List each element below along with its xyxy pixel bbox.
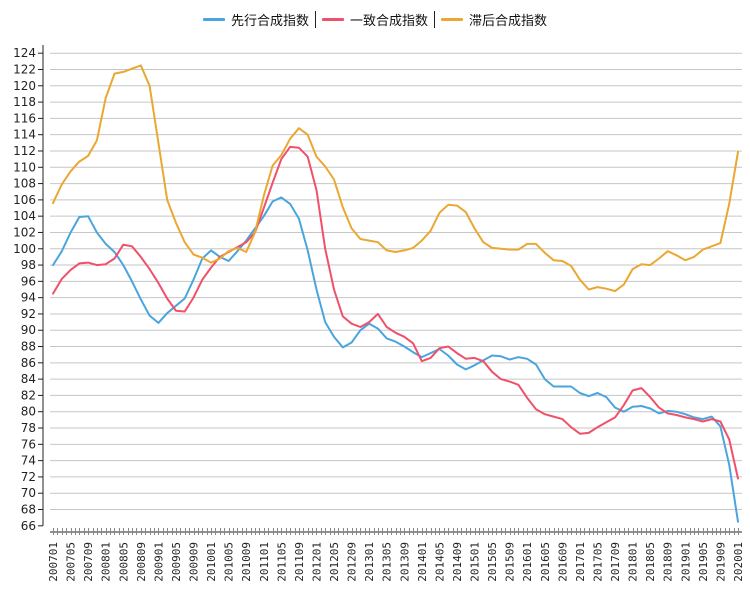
x-tick-label: 201201: [310, 542, 323, 582]
x-tick-label: 201905: [697, 542, 710, 582]
x-tick-label: 201009: [240, 542, 253, 582]
legend-label-coincident: 一致合成指数: [349, 13, 428, 29]
y-tick-label: 70: [21, 486, 36, 500]
legend-swatch-lagging: [441, 17, 463, 21]
y-tick-label: 124: [13, 46, 36, 60]
legend-separator: [434, 10, 435, 28]
x-tick-label: 200905: [170, 542, 183, 582]
x-tick-label: 201901: [679, 542, 692, 582]
legend-swatch-coincident: [321, 17, 344, 21]
y-tick-label: 84: [21, 372, 36, 386]
y-tick-label: 74: [21, 454, 36, 468]
x-tick-label: 201501: [469, 542, 482, 582]
x-tick-label: 201209: [346, 542, 359, 582]
x-axis: 200701 200705 200709 200801 200805 200809 2009…: [47, 528, 745, 582]
x-tick-label: 201109: [293, 542, 306, 582]
x-tick-label: 200805: [117, 542, 130, 582]
x-tick-label: 201205: [328, 542, 341, 582]
y-tick-label: 82: [21, 388, 36, 402]
series-line-leading: [52, 196, 739, 523]
y-tick-label: 92: [21, 307, 36, 321]
y-tick-label: 72: [21, 470, 36, 484]
x-tick-label: 201405: [433, 542, 446, 582]
x-tick-label: 200801: [100, 542, 113, 582]
chart-legend: 先行合成指数 一致合成指数 滞后合成指数: [0, 9, 750, 29]
gridlines: [50, 52, 742, 511]
x-tick-label: 201701: [574, 542, 587, 582]
x-tick-label: 201401: [416, 542, 429, 582]
x-tick-label: 200709: [82, 542, 95, 582]
x-tick-label: 200909: [188, 542, 201, 582]
y-tick-label: 68: [21, 503, 36, 517]
y-tick-label: 110: [13, 160, 36, 174]
x-tick-label: 201309: [398, 542, 411, 582]
x-tick-label: 201601: [521, 542, 534, 582]
x-tick-label: 201301: [363, 542, 376, 582]
x-tick-label: 201101: [258, 542, 271, 582]
series-line-coincident: [52, 145, 739, 480]
y-tick-label: 86: [21, 356, 36, 370]
x-tick-label: 201409: [451, 542, 464, 582]
y-tick-label: 100: [13, 242, 36, 256]
y-tick-label: 94: [21, 291, 36, 305]
series-line-lagging: [52, 64, 739, 293]
x-tick-label: 202001: [732, 542, 745, 582]
x-tick-label: 200901: [152, 542, 165, 582]
y-tick-label: 96: [21, 274, 36, 288]
legend-label-lagging: 滞后合成指数: [469, 13, 548, 29]
legend-label-leading: 先行合成指数: [230, 13, 309, 29]
x-tick-label: 201709: [609, 542, 622, 582]
y-tick-label: 76: [21, 437, 36, 451]
legend-item-lagging-index[interactable]: 滞后合成指数: [435, 10, 553, 29]
y-axis: 66 68 70 72 74 76 78 80 82 84 86 88 90 92 94 96 98 100 102…: [13, 45, 44, 533]
x-tick-label: 201805: [644, 542, 657, 582]
y-tick-label: 116: [13, 111, 36, 125]
y-tick-label: 98: [21, 258, 36, 272]
x-tick-label: 201505: [486, 542, 499, 582]
y-tick-label: 114: [13, 128, 36, 142]
legend-swatch-leading: [202, 17, 225, 21]
y-tick-label: 102: [13, 225, 36, 239]
x-tick-label: 201705: [591, 542, 604, 582]
y-tick-label: 90: [21, 323, 36, 337]
x-tick-label: 201801: [627, 542, 640, 582]
x-tick-label: 201509: [504, 542, 517, 582]
legend-item-leading-index[interactable]: 先行合成指数: [197, 10, 315, 29]
y-tick-label: 108: [13, 177, 36, 191]
x-tick-label: 200701: [47, 542, 60, 582]
legend-separator: [314, 10, 316, 28]
y-tick-label: 80: [21, 405, 36, 419]
x-tick-label: 201809: [662, 542, 675, 582]
x-tick-label: 201609: [556, 542, 569, 582]
y-tick-label: 106: [13, 193, 36, 207]
y-tick-label: 88: [21, 340, 36, 354]
series-lines: [52, 64, 739, 523]
x-tick-label: 200705: [65, 542, 78, 582]
y-tick-label: 66: [21, 519, 36, 533]
x-tick-label: 201001: [205, 542, 218, 582]
y-tick-label: 120: [13, 79, 36, 93]
x-tick-label: 201005: [223, 542, 236, 582]
y-tick-label: 112: [13, 144, 36, 158]
y-tick-label: 118: [13, 95, 36, 109]
y-tick-label: 78: [21, 421, 36, 435]
x-tick-label: 201305: [381, 542, 394, 582]
legend-item-coincident-index[interactable]: 一致合成指数: [316, 10, 434, 29]
y-tick-label: 122: [13, 62, 36, 76]
x-tick-label: 201105: [275, 542, 288, 582]
x-tick-label: 201605: [539, 542, 552, 582]
x-tick-label: 201909: [714, 542, 727, 582]
x-tick-label: 200809: [135, 542, 148, 582]
y-tick-label: 104: [13, 209, 36, 223]
